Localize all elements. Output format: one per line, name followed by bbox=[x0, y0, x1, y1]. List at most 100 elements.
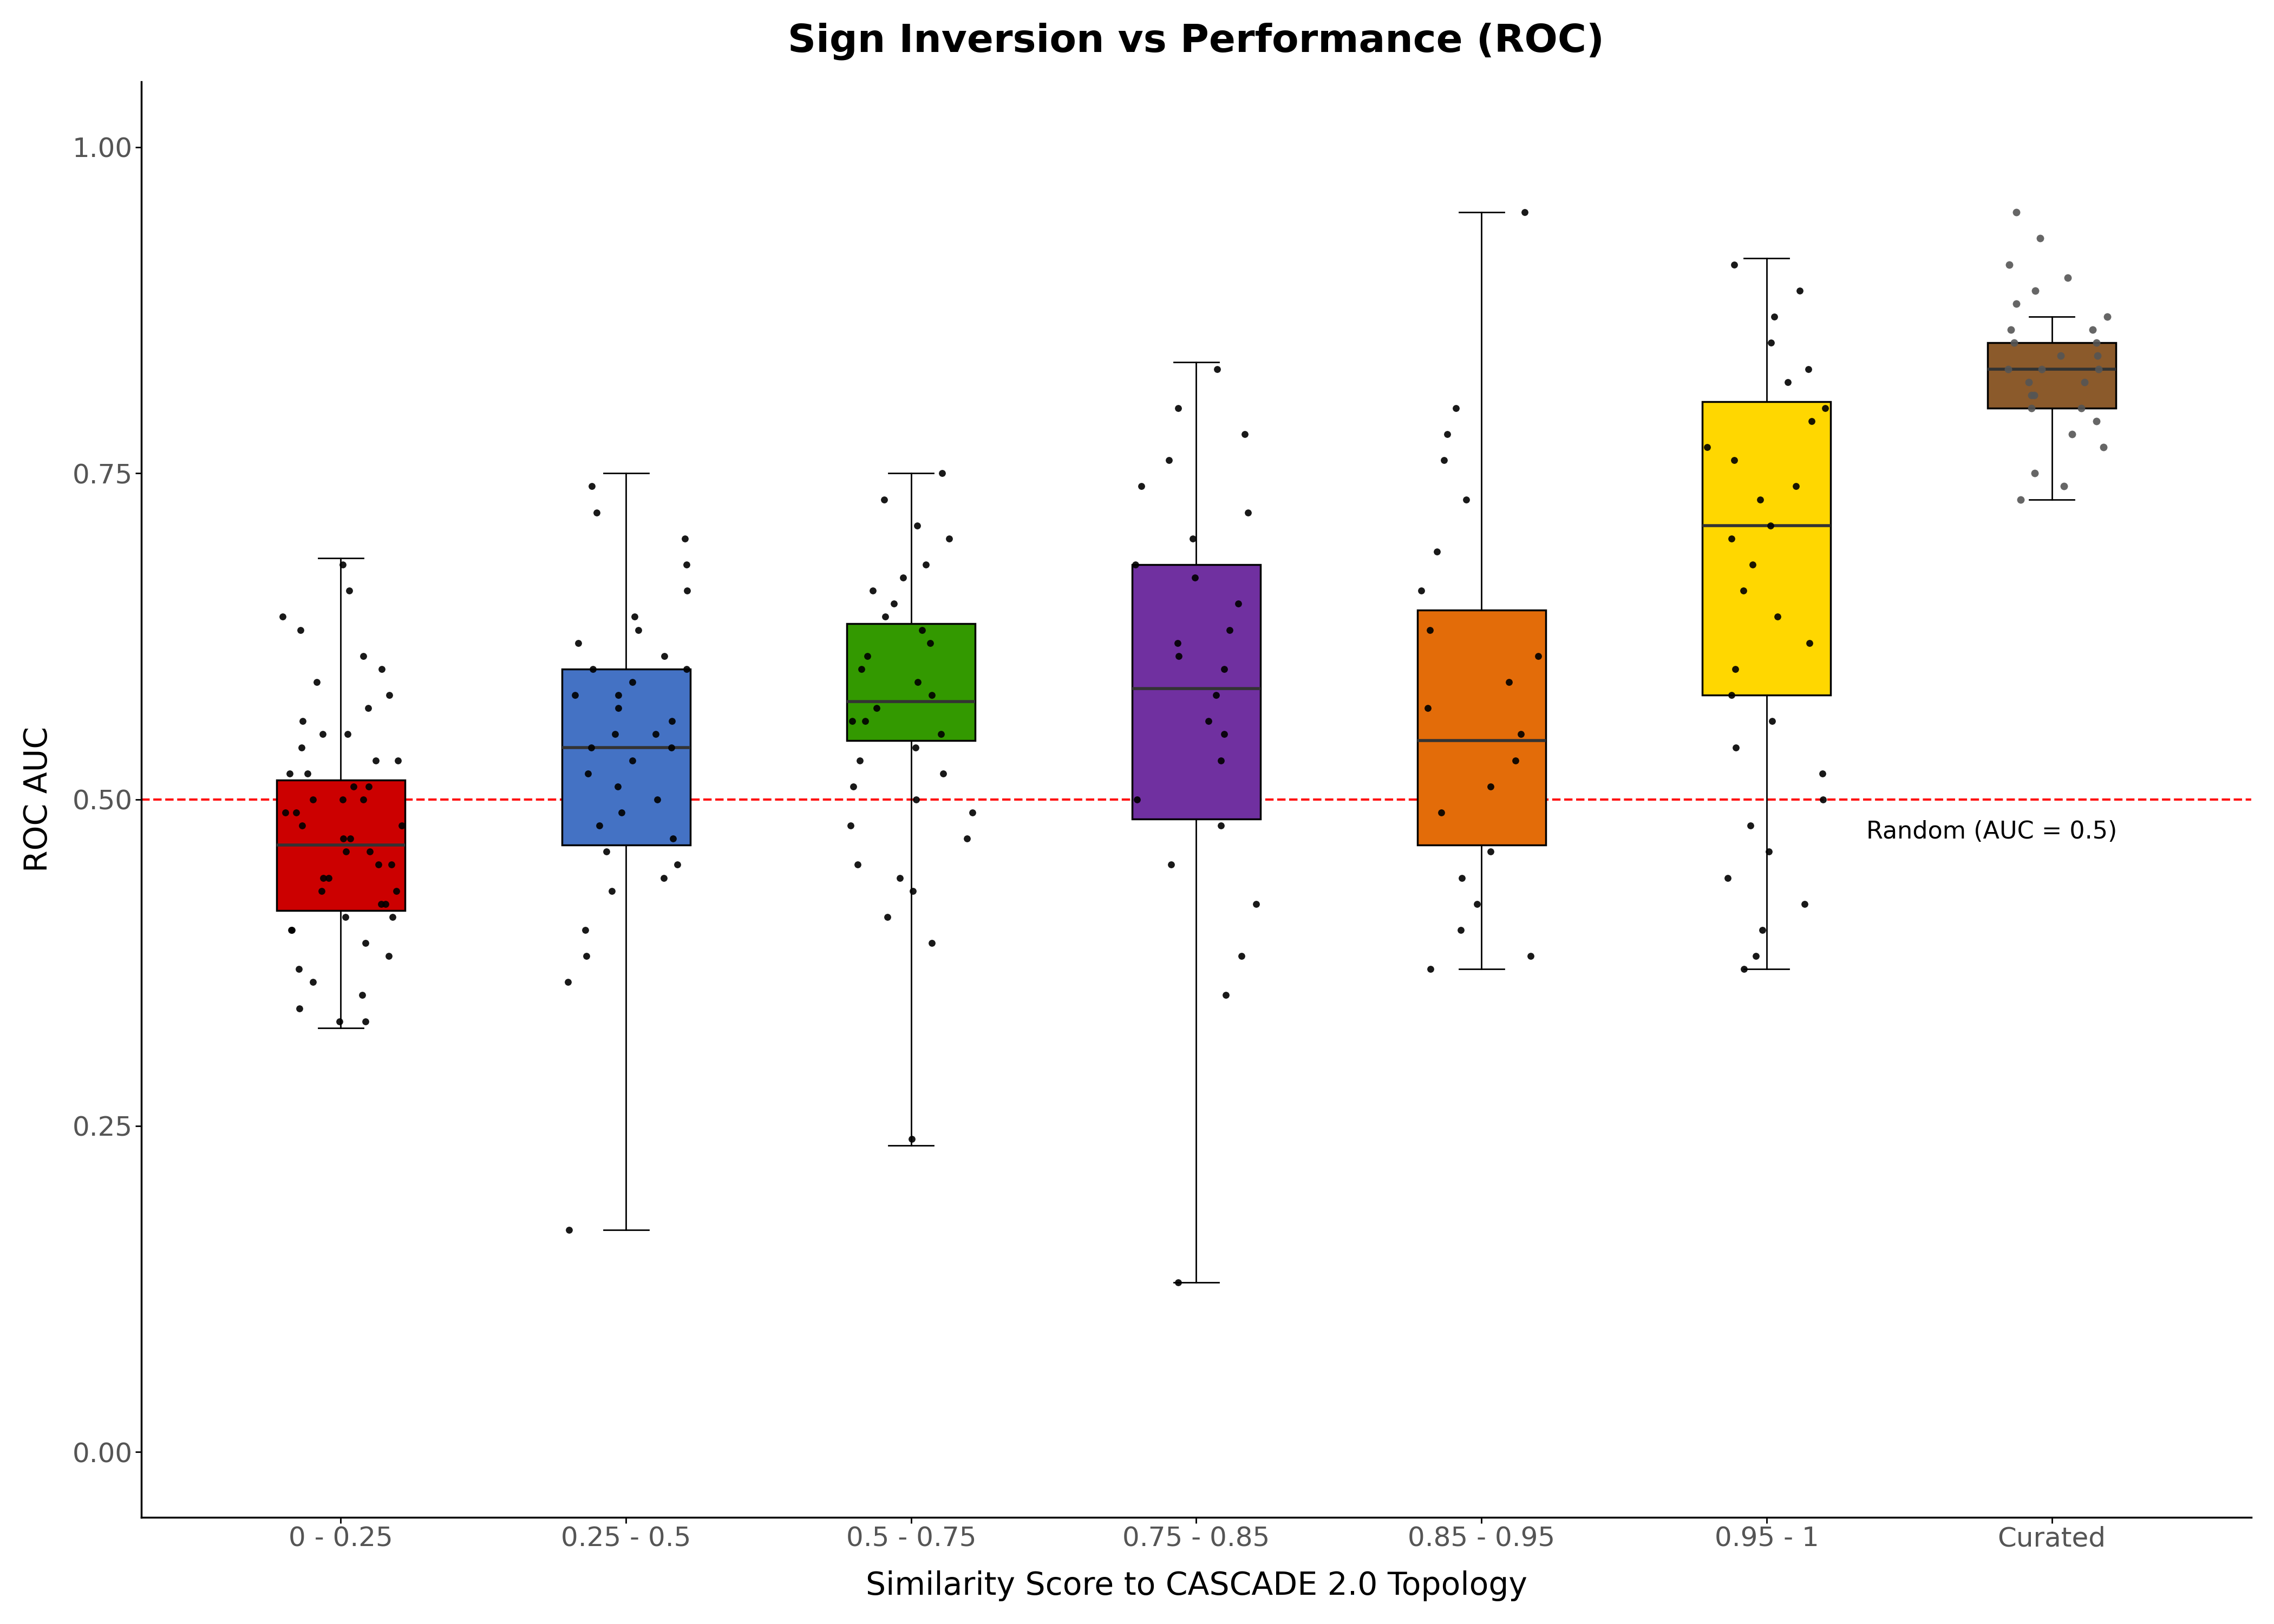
Point bbox=[923, 460, 960, 486]
Point bbox=[1160, 643, 1196, 669]
Point bbox=[600, 773, 637, 799]
Point bbox=[557, 682, 594, 708]
Point bbox=[277, 799, 314, 825]
Point bbox=[1117, 552, 1153, 578]
Point bbox=[380, 747, 416, 773]
Point bbox=[1223, 944, 1260, 970]
Point bbox=[578, 500, 614, 526]
Point bbox=[566, 918, 603, 944]
Bar bbox=[1987, 343, 2117, 408]
Point bbox=[1212, 617, 1248, 643]
Point bbox=[327, 905, 364, 931]
Point bbox=[346, 786, 382, 812]
Point bbox=[352, 838, 389, 864]
Point bbox=[1990, 356, 2026, 382]
Point bbox=[305, 721, 341, 747]
Point bbox=[2085, 434, 2122, 460]
Point bbox=[1176, 526, 1212, 552]
Point bbox=[855, 578, 891, 604]
Point bbox=[835, 773, 871, 799]
Point bbox=[860, 695, 896, 721]
Point bbox=[2017, 278, 2053, 304]
Point bbox=[1808, 395, 1844, 421]
Point bbox=[1237, 892, 1273, 918]
Point bbox=[1221, 591, 1258, 617]
Point bbox=[1997, 330, 2033, 356]
Text: Random (AUC = 0.5): Random (AUC = 0.5) bbox=[1867, 820, 2117, 843]
Point bbox=[2017, 460, 2053, 486]
Point bbox=[550, 970, 587, 996]
Point bbox=[866, 604, 903, 630]
Point bbox=[1760, 604, 1796, 630]
Point bbox=[646, 643, 682, 669]
Bar bbox=[1987, 343, 2117, 408]
Point bbox=[1690, 434, 1726, 460]
Point bbox=[1198, 682, 1235, 708]
Point bbox=[637, 721, 673, 747]
Bar bbox=[1132, 565, 1260, 818]
Point bbox=[282, 996, 318, 1021]
Point bbox=[1176, 565, 1212, 591]
Point bbox=[1412, 617, 1449, 643]
Point bbox=[1806, 786, 1842, 812]
Point bbox=[1753, 708, 1790, 734]
Point bbox=[1717, 734, 1753, 760]
Y-axis label: ROC AUC: ROC AUC bbox=[23, 726, 52, 872]
Point bbox=[1449, 487, 1485, 513]
Point bbox=[1519, 643, 1555, 669]
Point bbox=[2010, 369, 2047, 395]
Point bbox=[2078, 343, 2115, 369]
Point bbox=[596, 721, 632, 747]
Point bbox=[305, 866, 341, 892]
Point bbox=[1999, 291, 2035, 317]
Point bbox=[614, 669, 650, 695]
Point bbox=[296, 970, 332, 996]
Point bbox=[1753, 513, 1790, 539]
Point bbox=[903, 617, 939, 643]
Point bbox=[1153, 851, 1189, 877]
Point bbox=[1412, 957, 1449, 983]
Point bbox=[841, 747, 878, 773]
Point bbox=[600, 695, 637, 721]
Point bbox=[273, 918, 309, 944]
Point bbox=[559, 630, 596, 656]
Point bbox=[368, 892, 405, 918]
Point bbox=[2003, 487, 2040, 513]
Point bbox=[1492, 669, 1528, 695]
Point bbox=[1999, 200, 2035, 226]
Point bbox=[846, 708, 882, 734]
Point bbox=[2042, 343, 2078, 369]
Point bbox=[325, 786, 362, 812]
Point bbox=[882, 866, 919, 892]
Point bbox=[669, 552, 705, 578]
X-axis label: Similarity Score to CASCADE 2.0 Topology: Similarity Score to CASCADE 2.0 Topology bbox=[866, 1570, 1528, 1601]
Point bbox=[348, 931, 384, 957]
Point bbox=[669, 656, 705, 682]
Point bbox=[350, 773, 387, 799]
Point bbox=[1424, 799, 1460, 825]
Point bbox=[589, 838, 625, 864]
Point bbox=[371, 682, 407, 708]
Point bbox=[573, 734, 609, 760]
Point bbox=[835, 708, 871, 734]
Point bbox=[2024, 356, 2060, 382]
Point bbox=[1733, 812, 1769, 838]
Point bbox=[1726, 957, 1762, 983]
Title: Sign Inversion vs Performance (ROC): Sign Inversion vs Performance (ROC) bbox=[789, 23, 1605, 60]
Point bbox=[1198, 356, 1235, 382]
Point bbox=[1205, 656, 1242, 682]
Point bbox=[1803, 760, 1840, 786]
Bar bbox=[1417, 611, 1546, 844]
Point bbox=[364, 892, 400, 918]
Point bbox=[1712, 682, 1749, 708]
Point bbox=[2022, 226, 2058, 252]
Point bbox=[1778, 473, 1815, 499]
Point bbox=[2047, 473, 2083, 499]
Point bbox=[2090, 304, 2126, 330]
Point bbox=[914, 931, 951, 957]
Point bbox=[1503, 721, 1539, 747]
Point bbox=[357, 747, 393, 773]
Point bbox=[2067, 369, 2103, 395]
Point bbox=[614, 747, 650, 773]
Point bbox=[1737, 944, 1774, 970]
